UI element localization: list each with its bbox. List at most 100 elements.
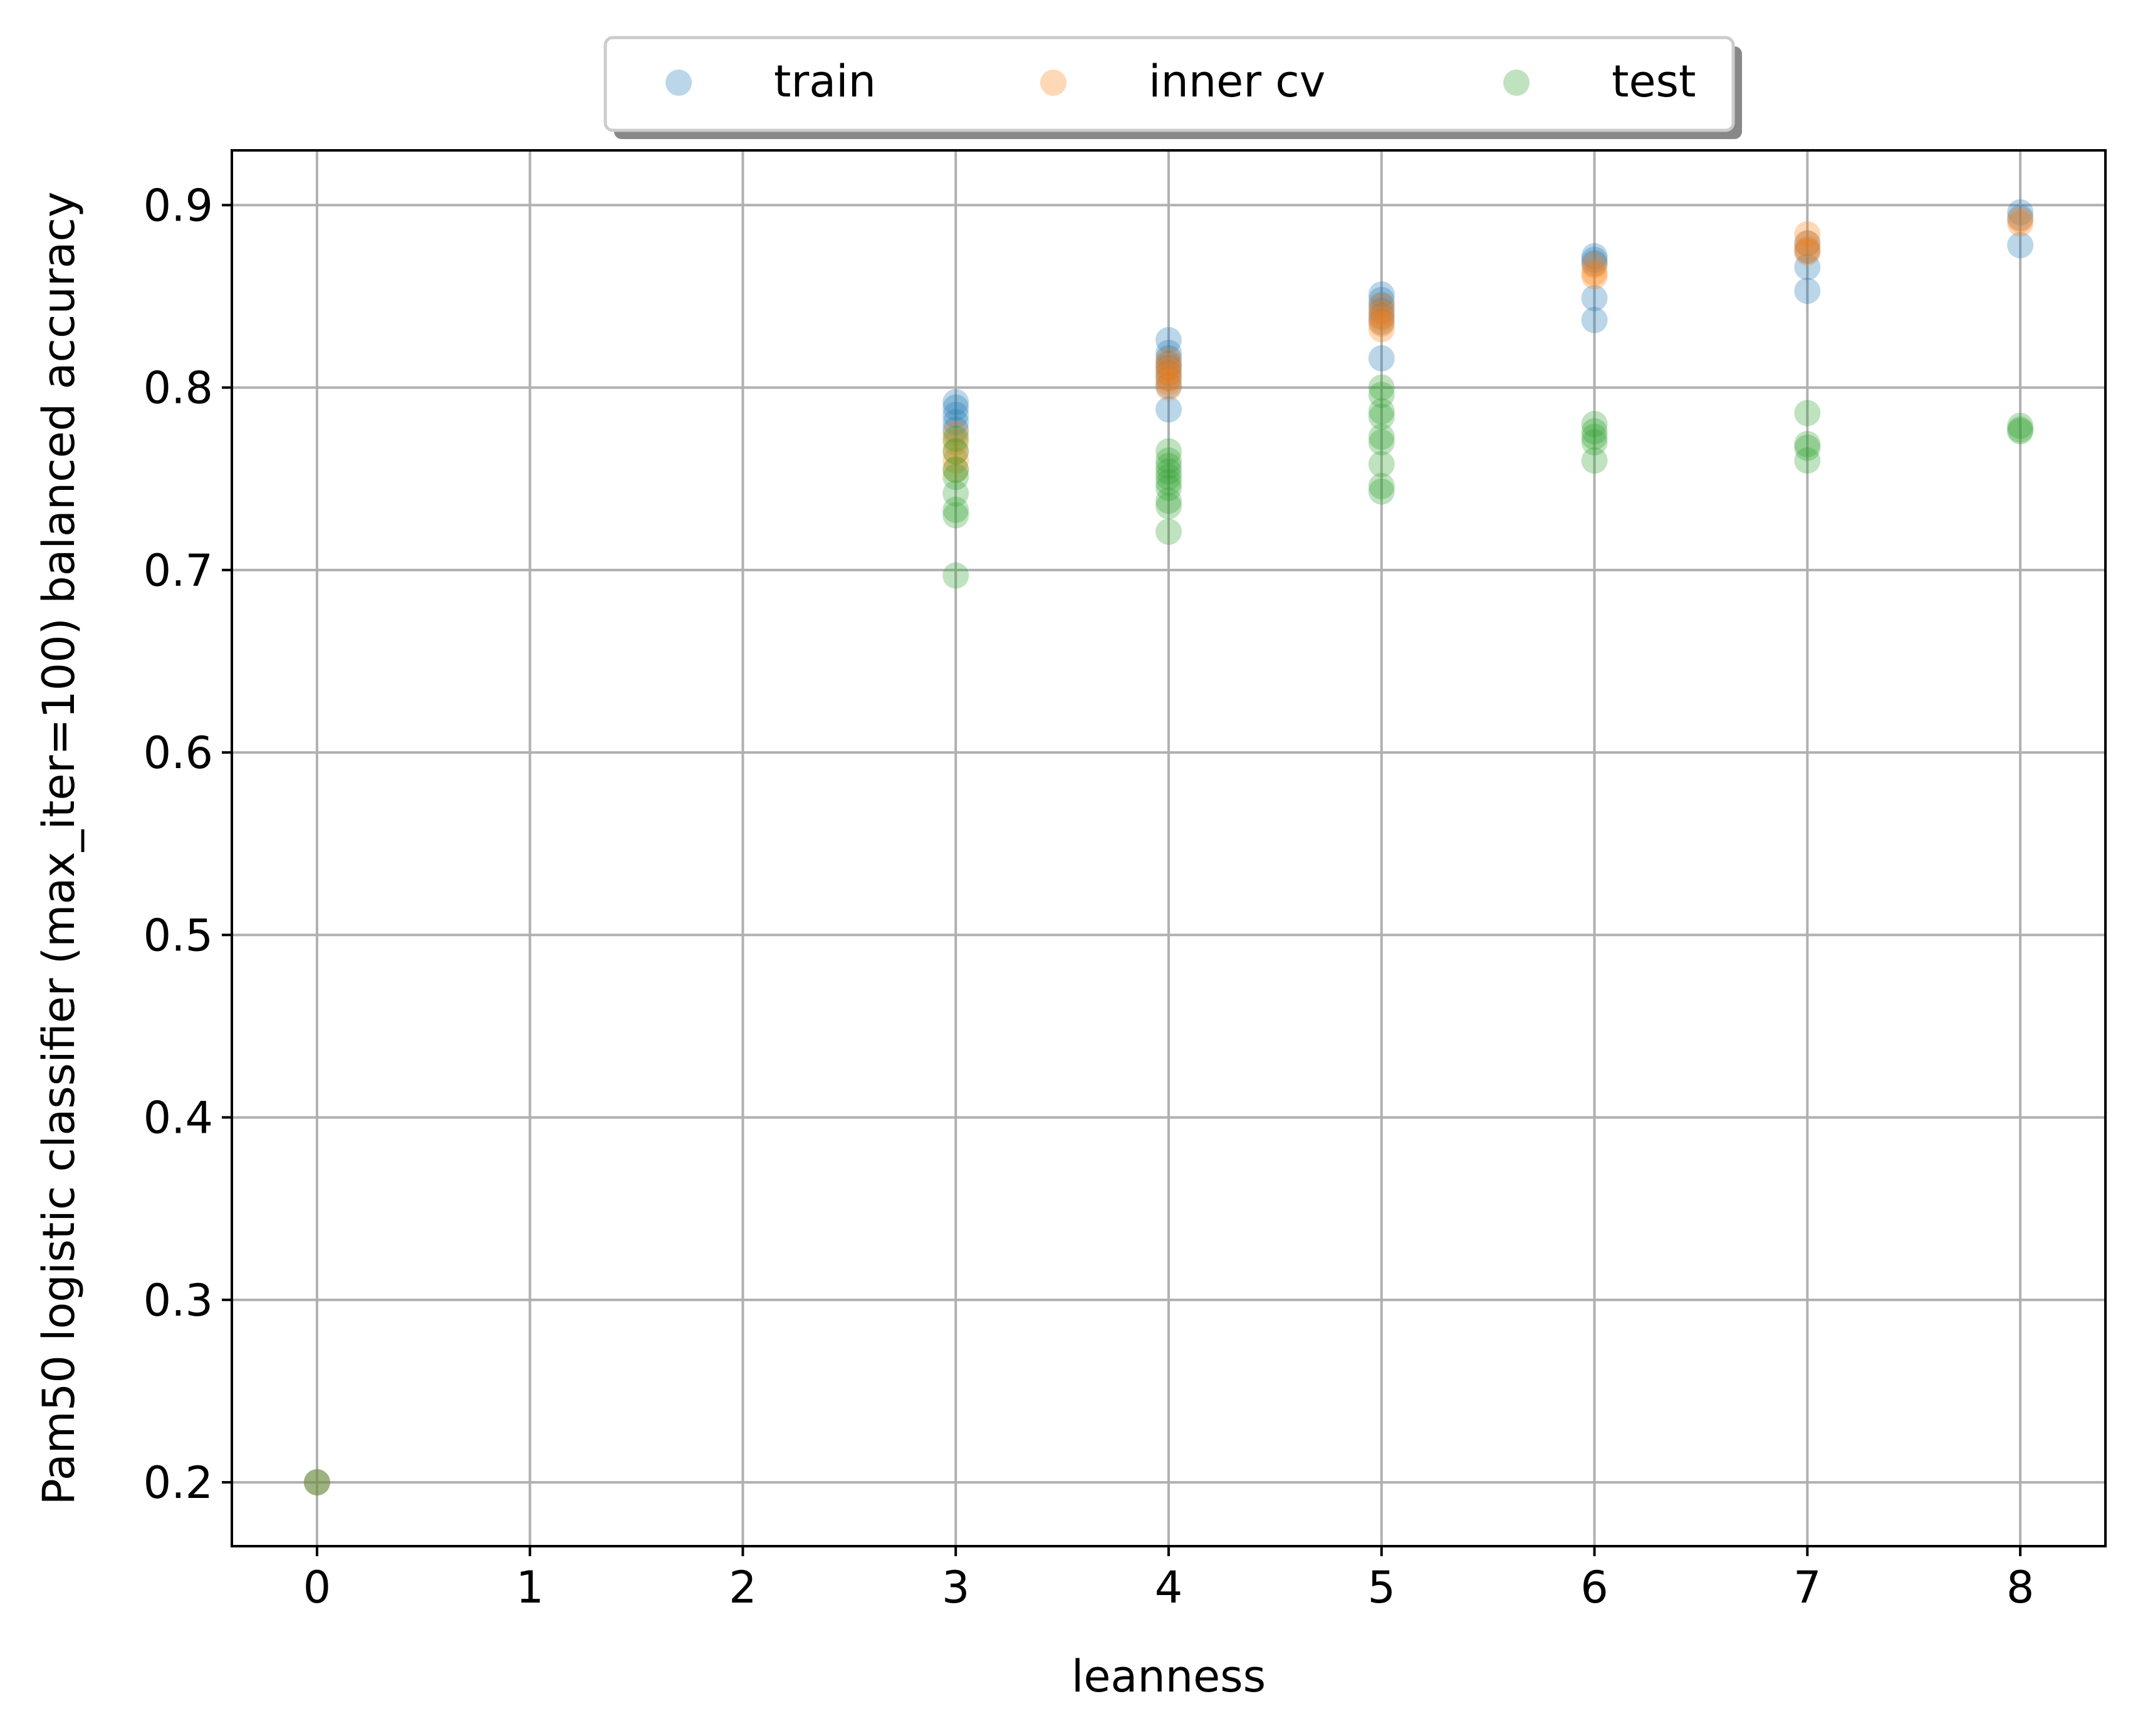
data-point xyxy=(1581,429,1608,455)
data-point xyxy=(1155,360,1182,387)
y-tick-label: 0.8 xyxy=(143,363,213,414)
x-tick-label: 5 xyxy=(1367,1562,1395,1613)
data-points xyxy=(303,199,2034,1496)
x-axis-ticks: 0 1 2 3 4 5 6 7 8 xyxy=(303,1546,2035,1613)
x-axis-label: leanness xyxy=(1072,1651,1266,1702)
data-point xyxy=(1581,259,1608,286)
data-point xyxy=(942,425,969,452)
data-point xyxy=(1581,262,1608,289)
series-train xyxy=(303,199,2034,1496)
data-point xyxy=(2007,416,2034,443)
data-point xyxy=(1368,308,1395,335)
data-point xyxy=(1368,299,1395,326)
data-point xyxy=(1155,350,1182,377)
data-point xyxy=(1581,418,1608,445)
y-tick-label: 0.2 xyxy=(143,1457,213,1509)
data-point xyxy=(1155,458,1182,485)
data-point xyxy=(1155,464,1182,491)
data-point xyxy=(1368,374,1395,401)
legend: train inner cv test xyxy=(603,36,1742,139)
data-point xyxy=(1794,447,1821,474)
data-point xyxy=(942,502,969,529)
x-tick-label: 8 xyxy=(2006,1562,2035,1613)
series-inner-cv xyxy=(303,206,2034,1496)
x-tick-label: 0 xyxy=(303,1562,331,1613)
data-point xyxy=(1794,434,1821,461)
legend-marker xyxy=(665,70,692,96)
data-point xyxy=(1581,447,1608,474)
data-point xyxy=(1368,424,1395,450)
data-point xyxy=(1794,230,1821,257)
data-point xyxy=(1368,478,1395,505)
data-point xyxy=(2007,412,2034,439)
data-point xyxy=(1794,230,1821,257)
data-point xyxy=(2007,232,2034,259)
data-point xyxy=(1794,278,1821,304)
data-point xyxy=(942,464,969,491)
data-point xyxy=(1581,306,1608,333)
data-point xyxy=(1368,345,1395,372)
y-tick-label: 0.3 xyxy=(143,1275,213,1326)
data-point xyxy=(303,1469,330,1496)
data-point xyxy=(1368,303,1395,330)
data-point xyxy=(2007,418,2034,445)
data-point xyxy=(1581,424,1608,450)
y-tick-label: 0.6 xyxy=(143,727,213,779)
data-point xyxy=(1794,400,1821,427)
data-point xyxy=(1155,438,1182,465)
data-point xyxy=(1794,237,1821,264)
x-tick-label: 6 xyxy=(1580,1562,1609,1613)
data-point xyxy=(2007,199,2034,226)
series-test xyxy=(303,374,2034,1496)
data-point xyxy=(1155,452,1182,479)
data-point xyxy=(942,438,969,465)
data-point xyxy=(1155,469,1182,496)
data-point xyxy=(1581,250,1608,277)
y-tick-label: 0.7 xyxy=(143,545,213,596)
data-point xyxy=(942,420,969,447)
legend-label: train xyxy=(774,56,876,107)
data-point xyxy=(1368,286,1395,313)
data-point xyxy=(2007,204,2034,231)
data-point xyxy=(942,388,969,415)
data-point xyxy=(1155,447,1182,474)
data-point xyxy=(1368,382,1395,408)
data-point xyxy=(942,394,969,421)
data-point xyxy=(1368,310,1395,337)
data-point xyxy=(2007,206,2034,233)
data-point xyxy=(1581,284,1608,311)
data-point xyxy=(1368,304,1395,331)
data-point xyxy=(1368,450,1395,477)
legend-marker xyxy=(1503,70,1530,96)
legend-marker xyxy=(1040,70,1066,96)
data-point xyxy=(1794,430,1821,457)
data-point xyxy=(1581,246,1608,273)
data-point xyxy=(1794,236,1821,262)
legend-box xyxy=(603,36,1735,132)
data-point xyxy=(1155,345,1182,372)
data-point xyxy=(1368,281,1395,308)
data-point xyxy=(1581,242,1608,269)
y-tick-label: 0.4 xyxy=(143,1093,213,1144)
data-point xyxy=(1155,396,1182,423)
data-point xyxy=(1368,316,1395,343)
data-point xyxy=(1581,410,1608,437)
data-point xyxy=(1368,398,1395,425)
y-tick-label: 0.9 xyxy=(143,180,213,231)
data-point xyxy=(303,1469,330,1496)
x-tick-label: 7 xyxy=(1793,1562,1822,1613)
x-tick-label: 1 xyxy=(516,1562,544,1613)
x-tick-label: 3 xyxy=(942,1562,970,1613)
data-point xyxy=(1155,365,1182,392)
data-point xyxy=(1155,340,1182,366)
data-point xyxy=(1581,252,1608,279)
y-axis-label: Pam50 logistic classifier (max_iter=100)… xyxy=(33,192,85,1505)
data-point xyxy=(1155,374,1182,401)
data-point xyxy=(1155,492,1182,519)
grid-lines xyxy=(232,150,2105,1546)
data-point xyxy=(1368,472,1395,499)
x-tick-label: 4 xyxy=(1155,1562,1183,1613)
data-point xyxy=(942,480,969,507)
